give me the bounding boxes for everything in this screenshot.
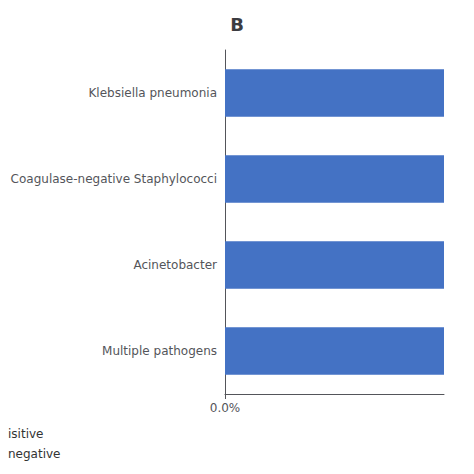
svg-text:0.0%: 0.0% [210,401,241,415]
svg-text:Acinetobacter: Acinetobacter [133,258,217,272]
svg-text:negative: negative [8,447,60,461]
svg-text:Klebsiella pneumonia: Klebsiella pneumonia [88,86,217,100]
svg-text:isitive: isitive [8,427,43,441]
svg-text:B: B [230,14,244,35]
svg-text:Coagulase-negative Staphylococ: Coagulase-negative Staphylococci [11,172,217,186]
svg-text:Multiple pathogens: Multiple pathogens [102,344,217,358]
